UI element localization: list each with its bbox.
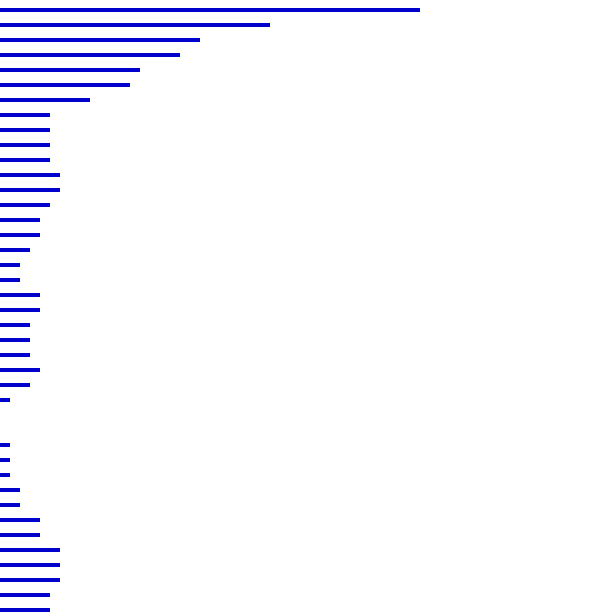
bars-group [0, 8, 420, 612]
bar-6 [0, 98, 90, 102]
bar-36 [0, 548, 60, 552]
bar-19 [0, 293, 40, 297]
bar-35 [0, 533, 40, 537]
bar-18 [0, 278, 20, 282]
bar-1 [0, 23, 270, 27]
bar-26 [0, 398, 10, 402]
bar-25 [0, 383, 30, 387]
bar-31 [0, 473, 10, 477]
bar-30 [0, 458, 10, 462]
bar-14 [0, 218, 40, 222]
bar-15 [0, 233, 40, 237]
bar-34 [0, 518, 40, 522]
bar-24 [0, 368, 40, 372]
bar-9 [0, 143, 50, 147]
bar-10 [0, 158, 50, 162]
bar-4 [0, 68, 140, 72]
bar-17 [0, 263, 20, 267]
bar-8 [0, 128, 50, 132]
bar-3 [0, 53, 180, 57]
bar-12 [0, 188, 60, 192]
bar-38 [0, 578, 60, 582]
bar-13 [0, 203, 50, 207]
bar-7 [0, 113, 50, 117]
bar-32 [0, 488, 20, 492]
bar-37 [0, 563, 60, 567]
bar-21 [0, 323, 30, 327]
bar-33 [0, 503, 20, 507]
bar-20 [0, 308, 40, 312]
bar-39 [0, 593, 50, 597]
bar-22 [0, 338, 30, 342]
bar-5 [0, 83, 130, 87]
bar-29 [0, 443, 10, 447]
bar-11 [0, 173, 60, 177]
bar-2 [0, 38, 200, 42]
bar-40 [0, 608, 50, 612]
bar-16 [0, 248, 30, 252]
bar-0 [0, 8, 420, 12]
bar-23 [0, 353, 30, 357]
